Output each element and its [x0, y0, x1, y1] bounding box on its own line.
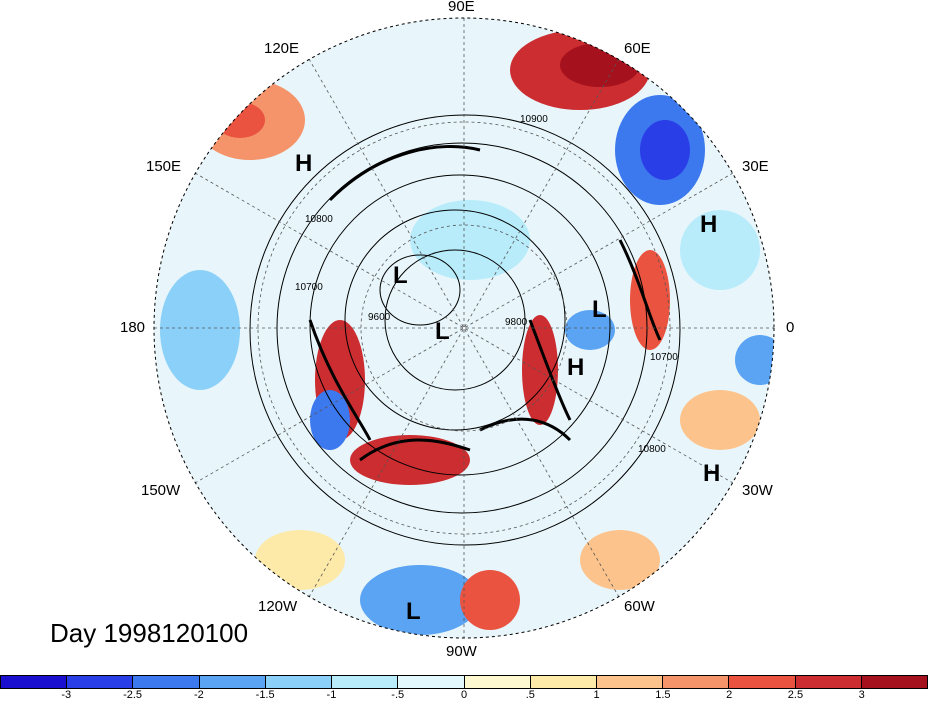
colorbar-tick-label: 1	[593, 689, 600, 701]
colorbar-tick-label: -2.5	[123, 689, 143, 701]
lon-label-90e: 90E	[448, 0, 475, 15]
colorbar-cell	[1, 676, 68, 688]
colorbar-tick-label: 3	[858, 689, 865, 701]
colorbar-tick-label: -1	[326, 689, 337, 701]
low-pressure-marker: L	[435, 318, 450, 345]
colorbar-cell	[464, 676, 531, 688]
contour-label: 9800	[505, 317, 528, 328]
lon-label-60e: 60E	[624, 40, 651, 57]
high-pressure-marker: H	[567, 354, 585, 381]
contour-label: 10800	[638, 444, 666, 455]
lon-label-180: 180	[120, 319, 146, 336]
contour-label: 10700	[295, 282, 323, 293]
colorbar-tick-label: -1.5	[255, 689, 275, 701]
colorbar-tick-label: -.5	[391, 689, 405, 701]
lon-label-90w: 90W	[446, 643, 477, 660]
colorbar-tick-label: 2.5	[787, 689, 804, 701]
colorbar-tick-label: 1.5	[655, 689, 671, 701]
high-pressure-marker: H	[700, 211, 718, 238]
colorbar-cell	[265, 676, 333, 688]
polar-stereographic-map: 10900 10800 10700 9800 9600 10800 10700	[153, 17, 775, 639]
lon-label-120w: 120W	[258, 598, 298, 615]
colorbar-cell	[663, 676, 730, 688]
jet-contours	[308, 145, 662, 462]
low-pressure-marker: L	[406, 598, 421, 625]
lon-label-30w: 30W	[742, 482, 773, 499]
lon-label-30e: 30E	[742, 158, 769, 175]
contour-label: 10700	[650, 352, 678, 363]
contour-label: 10900	[520, 114, 548, 125]
contour-label: 9600	[368, 312, 391, 323]
low-pressure-marker: L	[393, 262, 408, 289]
colorbar-cell	[199, 676, 266, 688]
lon-label-150w: 150W	[141, 482, 181, 499]
graticule	[154, 18, 774, 638]
colorbar-cell	[530, 676, 597, 688]
colorbar	[0, 675, 928, 689]
colorbar-cell	[332, 676, 399, 688]
lon-label-0: 0	[786, 319, 795, 336]
high-pressure-marker: H	[295, 150, 313, 177]
map-boundary	[153, 17, 775, 639]
colorbar-tick-label: 2	[726, 689, 733, 701]
high-pressure-marker: H	[703, 460, 721, 487]
low-pressure-marker: L	[592, 296, 607, 323]
lon-label-60w: 60W	[624, 598, 655, 615]
lon-label-120e: 120E	[264, 40, 300, 57]
colorbar-cell	[861, 676, 928, 688]
contour-label: 10800	[305, 214, 333, 225]
map-title: Day 1998120100	[50, 618, 249, 648]
colorbar-cell	[133, 676, 200, 688]
lon-label-150e: 150E	[146, 158, 182, 175]
colorbar-tick-label: 0	[460, 689, 468, 701]
colorbar-tick-label: -3	[61, 689, 72, 701]
colorbar-cell	[795, 676, 862, 688]
colorbar-tick-label: .5	[525, 689, 535, 701]
colorbar-cell	[729, 676, 796, 688]
colorbar-cell	[596, 676, 664, 688]
colorbar-cell	[398, 676, 465, 688]
colorbar-tick-label: -2	[193, 689, 204, 701]
colorbar-cell	[67, 676, 134, 688]
